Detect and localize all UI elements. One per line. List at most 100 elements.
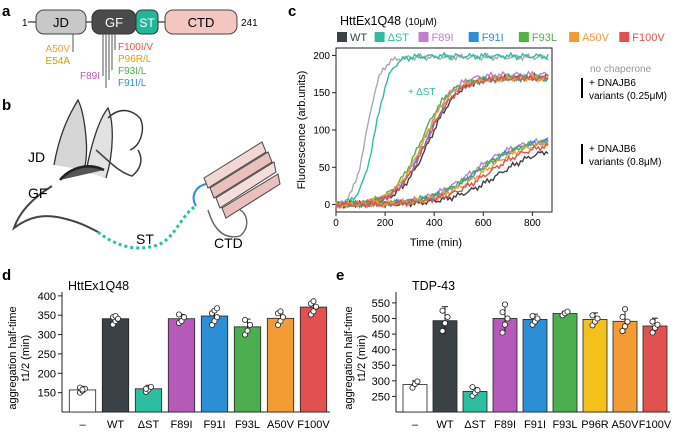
st-dashed-linker (97, 204, 197, 250)
kinetics-ylabel: Fluorescence (arb.units) (296, 71, 308, 190)
data-point (180, 314, 187, 321)
bar-category-label: A50V (267, 419, 295, 431)
bar-4 (522, 319, 548, 413)
kinetics-series-line (335, 70, 549, 208)
kinetics-xtick-label: 0 (333, 218, 339, 229)
data-point (79, 386, 86, 393)
data-point (246, 321, 253, 328)
bar-6 (582, 319, 608, 413)
panel-label-e: e (336, 267, 344, 284)
jd-helix-2 (85, 106, 113, 179)
kinetics-legend: WT ΔST F89I F91I F93L A50V F100V (337, 32, 665, 44)
bar-category-label: F93L (235, 419, 260, 431)
data-point (499, 329, 506, 336)
data-point (474, 387, 481, 394)
ctd-strand-1 (203, 141, 267, 189)
kinetics-ytick-label: 50 (319, 163, 331, 174)
kinetics-ytick-label: 150 (313, 88, 330, 99)
legend-swatch (468, 32, 479, 42)
bar-category-label: F100V (639, 419, 672, 431)
bar-3 (167, 318, 196, 413)
data-point (312, 303, 319, 310)
legend-label: F91I (482, 32, 504, 44)
data-point (439, 327, 446, 334)
data-point (529, 312, 536, 319)
data-point (147, 383, 154, 390)
annotation-delta-st: + ΔST (408, 87, 436, 98)
mutation-p96rl: P96R/L (118, 54, 152, 65)
protein-structure: JD GF ST CTD (12, 98, 281, 251)
domain-ctd-label: CTD (188, 15, 215, 30)
domain-st-label: ST (139, 16, 155, 30)
bar-category-label: F91I (203, 419, 225, 431)
bar-category-label: – (412, 419, 419, 431)
legend-swatch (374, 32, 385, 42)
bar-ytick-label: 400 (38, 291, 56, 303)
ctd-strand-3 (215, 161, 277, 209)
legend-swatch (569, 32, 580, 42)
mutation-e54a: E54A (46, 56, 71, 67)
legend-swatch (418, 32, 429, 42)
data-point (619, 313, 626, 320)
bar-ytick-label: 550 (372, 298, 390, 310)
panel-label-c: c (288, 3, 296, 20)
data-point (444, 313, 451, 320)
mutation-f93il: F93I/L (118, 66, 147, 77)
annotation-high-2: variants (0.8μM) (589, 157, 661, 168)
bar-ytick-label: 250 (38, 349, 56, 361)
panel-label-d: d (2, 267, 11, 284)
bar-6 (266, 317, 295, 413)
bar-category-label: WT (107, 419, 124, 431)
data-point (244, 327, 251, 334)
data-point (622, 323, 629, 330)
domain-start-label: 1 (22, 18, 28, 29)
legend-label: WT (350, 32, 367, 44)
kinetics-ytick-label: 200 (313, 51, 330, 62)
data-point (649, 318, 656, 325)
structure-ctd-label: CTD (214, 235, 243, 251)
bar-ytick-label: 450 (372, 329, 390, 341)
jd-loop (107, 109, 144, 151)
annotation-low-2: variants (0.25μM) (589, 91, 667, 102)
kinetics-xtick-label: 800 (524, 218, 541, 229)
data-point (649, 329, 656, 336)
bar-1 (101, 318, 130, 413)
kinetics-xtick-label: 400 (426, 218, 443, 229)
ctd-strand-2 (209, 151, 273, 199)
bar-category-label: A50V (612, 419, 640, 431)
kinetics-series-line (335, 73, 549, 209)
legend-swatch (337, 32, 347, 42)
panel-e-title: TDP-43 (412, 279, 455, 293)
mutation-a50v: A50V (46, 44, 71, 55)
kinetics-series-line (335, 51, 549, 209)
data-point (504, 315, 511, 322)
legend-swatch (518, 32, 529, 42)
bar-ytick-label: 500 (372, 313, 390, 325)
kinetics-ytick-label: 0 (324, 200, 330, 211)
data-point (594, 315, 601, 322)
bar-5 (552, 313, 578, 413)
mutation-f91il: F91I/L (118, 78, 147, 89)
data-point (142, 385, 149, 392)
kinetics-series-line (335, 72, 549, 209)
kinetics-series-line (335, 150, 549, 210)
structure-gf-label: GF (28, 185, 47, 201)
kinetics-series-line (335, 73, 549, 208)
bar-category-label: – (79, 419, 86, 431)
kinetics-xlabel: Time (min) (410, 237, 462, 249)
bar-ytick-label: 150 (38, 388, 56, 400)
bar-category-label: F89I (494, 419, 516, 431)
legend-label: F100V (632, 32, 665, 44)
bar-category-label: F91I (524, 419, 546, 431)
mutation-f89i: F89I (80, 71, 100, 82)
data-point (115, 315, 122, 322)
jd-dark-helix (59, 165, 105, 181)
domain-end-label: 241 (241, 18, 258, 29)
panel-e-ylabel-1: aggregation half-time (343, 306, 355, 409)
kinetics-series-line (335, 73, 549, 209)
bar-category-label: F100V (297, 419, 330, 431)
kinetics-series-line (335, 52, 549, 205)
bar-ytick-label: 400 (372, 345, 390, 357)
data-point (441, 320, 448, 327)
